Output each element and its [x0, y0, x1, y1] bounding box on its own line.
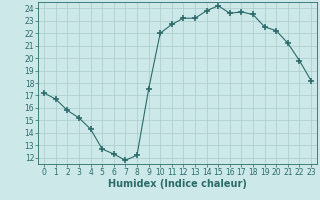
X-axis label: Humidex (Indice chaleur): Humidex (Indice chaleur): [108, 179, 247, 189]
